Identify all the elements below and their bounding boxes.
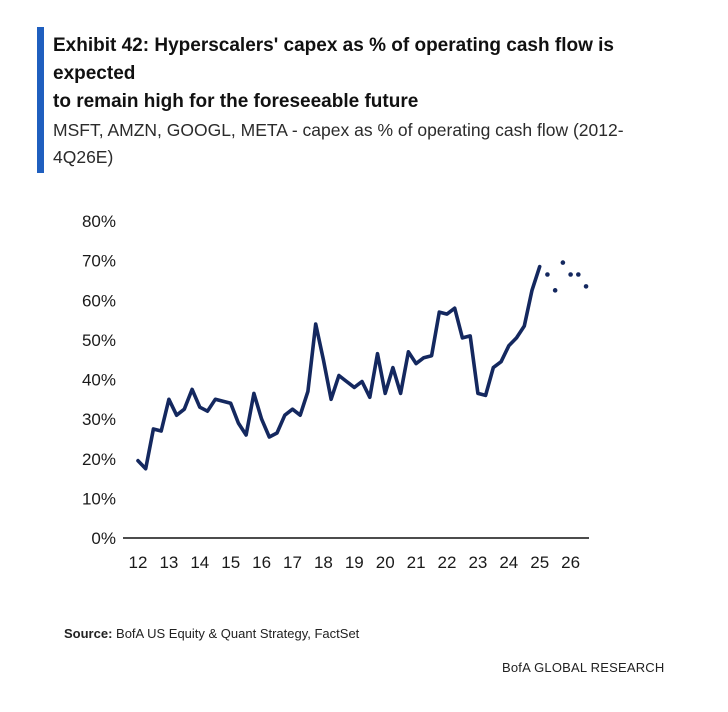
x-tick-label: 25	[530, 553, 549, 572]
x-tick-label: 17	[283, 553, 302, 572]
forecast-point	[552, 288, 558, 293]
y-tick-label: 10%	[82, 489, 116, 508]
x-tick-label: 16	[252, 553, 271, 572]
x-tick-label: 14	[190, 553, 209, 572]
forecast-point	[545, 272, 550, 277]
y-tick-label: 70%	[82, 252, 116, 271]
exhibit-title: Exhibit 42: Hyperscalers' capex as % of …	[53, 32, 673, 116]
subtitle-line-1: MSFT, AMZN, GOOGL, META - capex as % of …	[53, 120, 624, 140]
x-tick-label: 19	[345, 553, 364, 572]
title-line-2: expected	[53, 63, 136, 84]
title-line-3: to remain high for the foreseeable futur…	[53, 91, 419, 112]
accent-bar	[37, 27, 44, 173]
forecast-point	[583, 284, 589, 289]
brand-footer: BofA GLOBAL RESEARCH	[502, 660, 665, 675]
y-tick-label: 40%	[82, 371, 116, 390]
x-tick-label: 26	[561, 553, 580, 572]
y-tick-label: 80%	[82, 212, 116, 231]
capex-series-line	[136, 264, 542, 471]
x-tick-label: 21	[407, 553, 426, 572]
x-tick-label: 12	[129, 553, 148, 572]
title-line-1: Exhibit 42: Hyperscalers' capex as % of …	[53, 35, 615, 56]
y-tick-label: 0%	[91, 529, 116, 548]
x-tick-label: 22	[438, 553, 457, 572]
exhibit-subtitle: MSFT, AMZN, GOOGL, META - capex as % of …	[53, 117, 673, 171]
forecast-point	[568, 272, 573, 277]
y-tick-label: 30%	[82, 410, 116, 429]
x-tick-label: 24	[499, 553, 518, 572]
x-tick-label: 20	[376, 553, 395, 572]
x-tick-label: 15	[221, 553, 240, 572]
y-tick-label: 50%	[82, 331, 116, 350]
source-note: Source: BofA US Equity & Quant Strategy,…	[64, 626, 359, 641]
forecast-point	[576, 272, 581, 277]
source-text: BofA US Equity & Quant Strategy, FactSet	[112, 626, 360, 641]
y-tick-label: 60%	[82, 291, 116, 310]
forecast-point	[560, 260, 566, 265]
x-tick-label: 18	[314, 553, 333, 572]
source-label: Source:	[64, 626, 113, 641]
x-tick-label: 13	[159, 553, 178, 572]
subtitle-line-2: 4Q26E)	[53, 147, 114, 167]
y-tick-label: 20%	[82, 450, 116, 469]
x-tick-label: 23	[468, 553, 487, 572]
